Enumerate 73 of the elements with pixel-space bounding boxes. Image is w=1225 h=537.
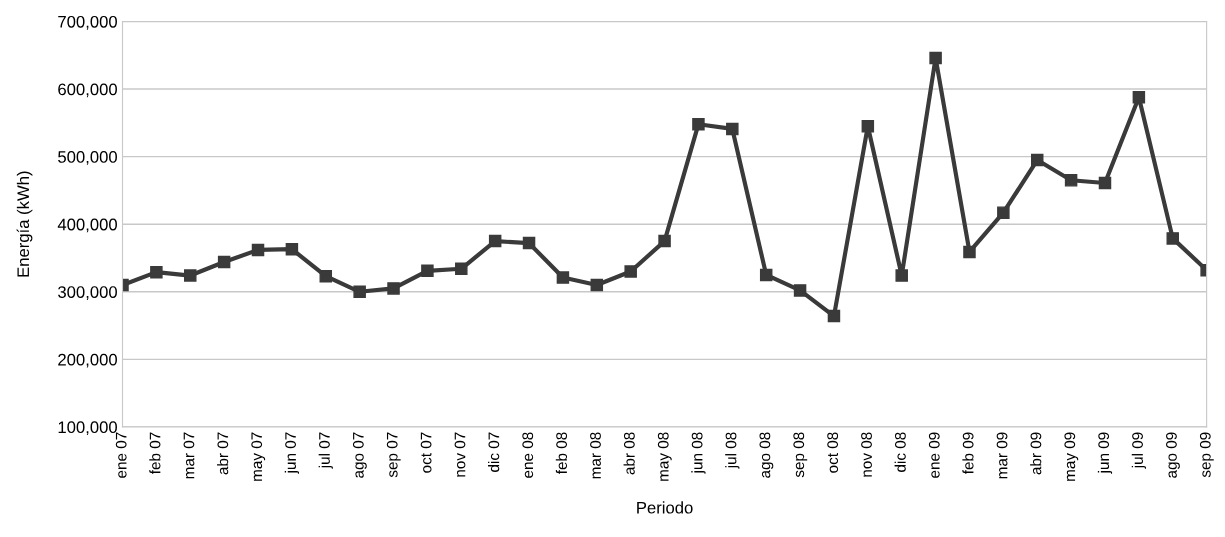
x-tick-label: nov 07	[454, 432, 466, 477]
x-tick-label: jun 09	[1097, 432, 1113, 474]
x-tick-label: mar 08	[590, 432, 601, 479]
point	[793, 284, 807, 297]
point	[658, 234, 671, 248]
point	[421, 264, 434, 278]
x-tick-label: jun 07	[284, 432, 300, 474]
point	[590, 278, 604, 292]
x-tick-label: ene 08	[522, 432, 534, 478]
x-tick-label: abr 09	[1030, 432, 1042, 475]
point	[895, 269, 908, 282]
y-tick-label: 400,000	[57, 218, 117, 233]
x-tick-label: ago 09	[1166, 432, 1180, 478]
x-tick-label: nov 08	[861, 432, 872, 477]
point	[861, 119, 875, 133]
x-tick-label: may 08	[657, 432, 672, 481]
y-tick-label: 200,000	[58, 353, 117, 368]
point	[963, 245, 976, 259]
x-tick-label: jul 07	[318, 432, 333, 469]
x-tick-label: mar 07	[183, 432, 195, 479]
x-tick-label: ago 08	[759, 432, 774, 478]
point	[624, 265, 637, 278]
x-tick-label: abr 07	[217, 432, 229, 475]
point	[184, 269, 197, 282]
point	[997, 206, 1010, 219]
point	[387, 282, 400, 295]
point	[455, 262, 468, 276]
point	[217, 255, 231, 269]
point	[692, 117, 705, 131]
x-tick-label: feb 08	[555, 432, 568, 475]
x-tick-label: ene 09	[928, 432, 940, 478]
point	[1064, 174, 1078, 187]
point	[556, 271, 570, 284]
point	[759, 268, 773, 282]
x-tick-label: sep 08	[793, 432, 808, 478]
x-tick-label: feb 09	[962, 432, 974, 475]
x-tick-label: sep 07	[386, 432, 401, 478]
x-tick-label: oct 07	[420, 432, 432, 473]
x-tick-label: dic 07	[488, 432, 500, 472]
x-tick-label: may 09	[1064, 432, 1079, 481]
x-tick-label: ene 07	[115, 432, 127, 478]
point	[827, 309, 841, 323]
y-tick-label: 500,000	[58, 151, 117, 165]
point	[251, 243, 265, 257]
y-tick-label: 100,000	[58, 421, 117, 436]
x-tick-label: feb 07	[149, 432, 161, 475]
point	[522, 236, 536, 250]
y-tick-label: 300,000	[58, 286, 117, 300]
point	[929, 51, 942, 65]
x-tick-label: jun 08	[691, 432, 706, 474]
y-tick-label: 600,000	[58, 83, 117, 98]
x-tick-label: ago 07	[352, 432, 367, 478]
x-tick-label: mar 09	[996, 432, 1008, 479]
x-tick-label: dic 08	[894, 432, 906, 472]
point	[285, 242, 299, 256]
y-axis-title: Energía (kWh)	[16, 171, 33, 277]
x-tick-label: jul 08	[725, 432, 740, 469]
y-tick-label: 700,000	[58, 15, 117, 30]
point	[488, 234, 502, 248]
point	[1166, 232, 1179, 245]
point	[150, 265, 163, 279]
point	[319, 269, 333, 283]
x-tick-label: abr 08	[623, 432, 635, 475]
x-tick-label: may 07	[251, 432, 266, 481]
x-axis-title: Periodo	[637, 501, 693, 514]
point	[1030, 153, 1044, 167]
point	[1098, 176, 1112, 190]
x-tick-label: oct 08	[827, 432, 839, 473]
x-tick-label: jul 09	[1131, 432, 1146, 469]
point	[1132, 90, 1146, 104]
x-tick-label: sep 09	[1199, 432, 1214, 478]
point	[726, 122, 739, 136]
point	[353, 285, 366, 299]
